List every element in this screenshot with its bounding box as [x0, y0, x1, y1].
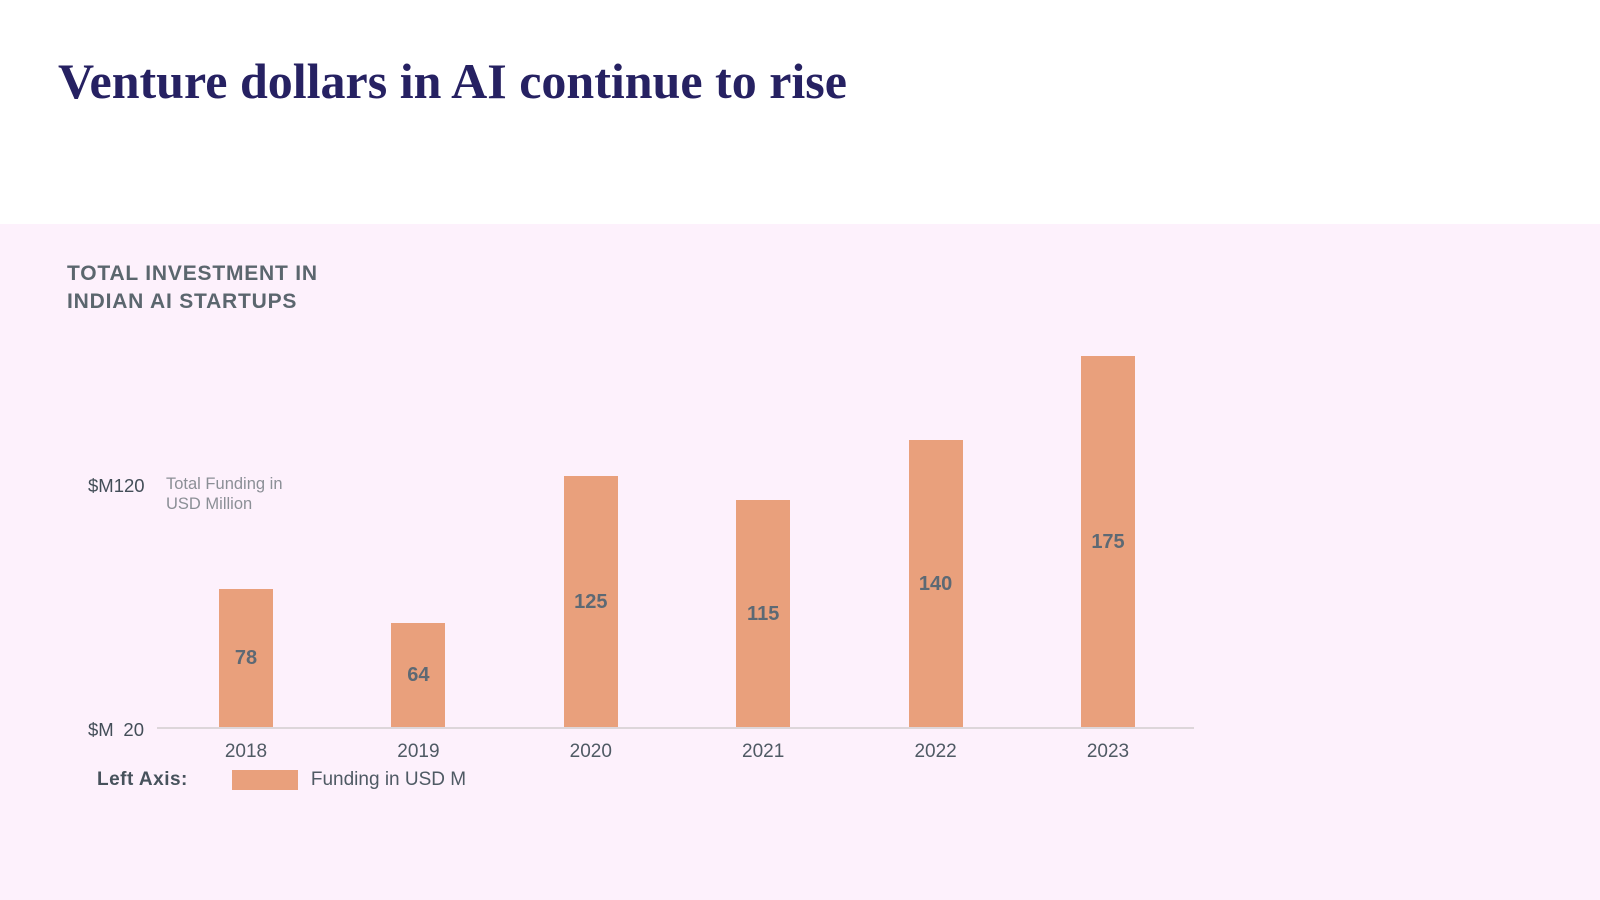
legend: Left Axis: Funding in USD M	[97, 769, 466, 791]
y-axis-tick-20: $M 20	[88, 719, 144, 740]
legend-series-label: Funding in USD M	[310, 769, 467, 790]
y-axis-tick-20-number: 20	[123, 719, 144, 740]
bar-value-label: 175	[1091, 530, 1125, 553]
x-axis-label-2018: 2018	[224, 741, 268, 762]
x-axis-label-2021: 2021	[742, 741, 785, 762]
y-axis-tick-120-number: 120	[113, 475, 145, 496]
bar-value-label: 140	[918, 572, 953, 595]
legend-prefix-label: Left Axis:	[97, 769, 188, 790]
y-axis-tick-120-prefix: $M	[88, 475, 114, 496]
chart-section-title: TOTAL INVESTMENT IN INDIAN AI STARTUPS	[67, 260, 318, 316]
bar-2021: 115	[736, 500, 791, 728]
bar-2019: 64	[391, 622, 446, 728]
y-axis-annotation-line2: USD Million	[166, 494, 253, 513]
bar-2022: 140	[908, 440, 963, 728]
bar-2018: 78	[219, 588, 273, 728]
bar-value-label: 78	[234, 646, 258, 669]
y-axis-tick-20-prefix: $M	[88, 719, 114, 740]
legend-swatch	[231, 770, 298, 790]
x-axis-label-2019: 2019	[397, 741, 440, 762]
bar-value-label: 64	[407, 663, 430, 686]
x-axis-label-2022: 2022	[914, 741, 957, 762]
chart-section-title-line2: INDIAN AI STARTUPS	[67, 290, 298, 313]
x-axis-label-2023: 2023	[1086, 741, 1130, 762]
page-title: Venture dollars in AI continue to rise	[58, 53, 847, 109]
chart-panel: TOTAL INVESTMENT IN INDIAN AI STARTUPS $…	[0, 224, 1600, 900]
bar-value-label: 115	[747, 602, 780, 625]
y-axis-annotation: Total Funding in USD Million	[166, 475, 283, 514]
header: Venture dollars in AI continue to rise	[0, 0, 1600, 224]
x-axis-line	[157, 727, 1194, 729]
y-axis-annotation-line1: Total Funding in	[166, 475, 283, 493]
x-axis-label-2020: 2020	[569, 741, 612, 762]
y-axis-tick-120: $M 120	[88, 475, 145, 496]
bar-2020: 125	[563, 476, 618, 728]
bar-value-label: 125	[574, 590, 608, 613]
chart-section-title-line1: TOTAL INVESTMENT IN	[67, 262, 318, 285]
bar-2023: 175	[1081, 356, 1135, 728]
